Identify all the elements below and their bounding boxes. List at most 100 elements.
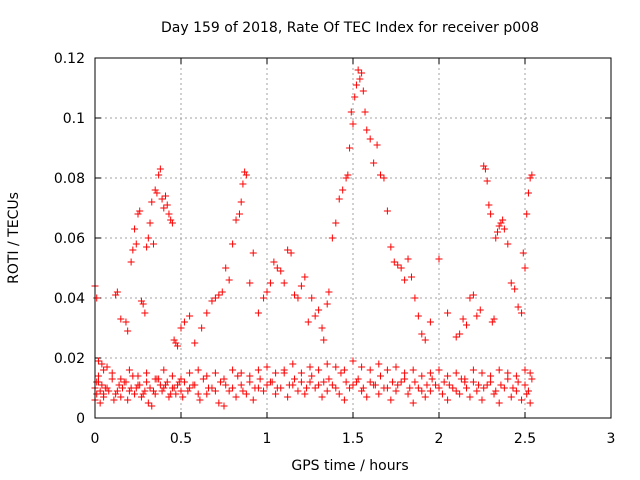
data-point (421, 336, 429, 344)
data-point (308, 294, 316, 302)
data-point (158, 195, 166, 203)
data-point (129, 246, 137, 254)
data-point (139, 390, 147, 398)
data-point (493, 228, 501, 236)
data-point (332, 219, 340, 227)
data-point (222, 381, 230, 389)
data-point (507, 279, 515, 287)
data-point (93, 390, 101, 398)
data-point (174, 342, 182, 350)
data-point (211, 294, 219, 302)
data-point (428, 375, 436, 383)
data-point (168, 384, 176, 392)
data-point (495, 366, 503, 374)
x-tick-label: 1.5 (342, 431, 364, 447)
data-point (523, 390, 531, 398)
data-point (160, 366, 168, 374)
data-point (303, 384, 311, 392)
data-point (144, 234, 152, 242)
data-point (509, 384, 517, 392)
data-point (306, 363, 314, 371)
data-point (229, 384, 237, 392)
data-point (504, 240, 512, 248)
data-point (387, 396, 395, 404)
tick-labels: 0 0.5 1 1.5 2 2.5 3 0 0.02 0.04 0.06 0.08 0.1 0.12 (54, 51, 616, 447)
data-point (237, 369, 245, 377)
data-point (139, 300, 147, 308)
data-point (148, 402, 156, 410)
data-point (528, 375, 536, 383)
data-point (342, 174, 350, 182)
data-point (340, 366, 348, 374)
plot-frame (94, 57, 612, 419)
data-point (346, 144, 354, 152)
data-point (220, 375, 228, 383)
data-point (452, 369, 460, 377)
data-point (225, 387, 233, 395)
data-point (177, 375, 185, 383)
data-point (249, 249, 257, 257)
data-point (478, 369, 486, 377)
data-point (225, 276, 233, 284)
data-point (208, 297, 216, 305)
data-point (361, 108, 369, 116)
data-point (196, 396, 204, 404)
data-point (280, 279, 288, 287)
data-point (358, 387, 366, 395)
data-point (320, 336, 328, 344)
data-point (500, 225, 508, 233)
data-point (380, 174, 388, 182)
data-point (199, 375, 207, 383)
data-point (220, 402, 228, 410)
data-point (497, 219, 505, 227)
data-point (315, 306, 323, 314)
data-point (98, 381, 106, 389)
data-point (93, 294, 101, 302)
data-point (246, 372, 254, 380)
data-point (311, 312, 319, 320)
data-point (488, 318, 496, 326)
data-point (481, 165, 489, 173)
data-point (504, 375, 512, 383)
data-point (98, 360, 106, 368)
data-point (404, 390, 412, 398)
data-point (229, 240, 237, 248)
data-point (344, 171, 352, 179)
data-point (466, 393, 474, 401)
data-point (523, 210, 531, 218)
data-point (404, 255, 412, 263)
data-point (260, 387, 268, 395)
data-point (239, 180, 247, 188)
data-point (143, 243, 151, 251)
x-tick-label: 2.5 (514, 431, 536, 447)
data-point (189, 381, 197, 389)
data-point (235, 210, 243, 218)
data-point (358, 69, 366, 77)
data-point (146, 384, 154, 392)
data-point (112, 390, 120, 398)
data-point (339, 186, 347, 194)
data-point (103, 363, 111, 371)
data-point (526, 369, 534, 377)
data-point (194, 366, 202, 374)
data-point (469, 366, 477, 374)
data-point (194, 390, 202, 398)
data-point (180, 318, 188, 326)
data-point (323, 360, 331, 368)
data-point (125, 366, 133, 374)
data-point (203, 309, 211, 317)
data-point (266, 279, 274, 287)
data-point (143, 369, 151, 377)
data-point (480, 384, 488, 392)
data-point (456, 330, 464, 338)
data-point (392, 363, 400, 371)
data-point (346, 384, 354, 392)
data-point (407, 273, 415, 281)
data-point (521, 381, 529, 389)
x-tick-label: 1 (263, 431, 272, 447)
data-point (246, 279, 254, 287)
data-point (105, 387, 113, 395)
data-point (392, 387, 400, 395)
data-point (186, 312, 194, 320)
data-point (284, 246, 292, 254)
